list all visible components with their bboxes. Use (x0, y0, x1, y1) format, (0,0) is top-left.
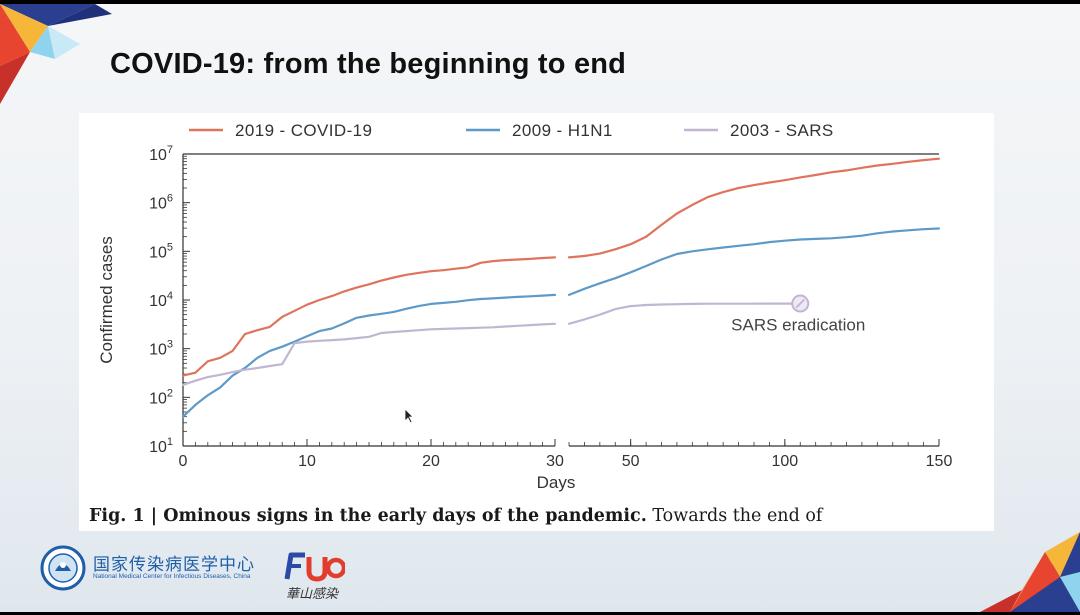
figure-caption-bold: Fig. 1 | Ominous signs in the early days… (89, 506, 647, 526)
series-line-1-segment-1 (181, 256, 557, 377)
slide-title: COVID-19: from the beginning to end (110, 48, 627, 80)
y-tick-label: 106 (149, 193, 173, 213)
corner-decoration-top-left (0, 4, 112, 104)
x-axis-label: Days (537, 473, 576, 492)
figure-caption: Fig. 1 | Ominous signs in the early days… (89, 506, 989, 526)
eradication-marker-slash (795, 298, 805, 309)
figure-caption-text: Towards the end of (646, 506, 823, 526)
legend-label-2: 2009 - H1N1 (512, 121, 613, 140)
nmc-name-chinese: 国家传染病医学中心 (93, 555, 255, 575)
series-line-2-segment-1 (181, 293, 557, 418)
x-tick-label: 30 (546, 453, 564, 470)
legend-label-1: 2019 - COVID-19 (235, 121, 372, 140)
corner-decoration-bottom-right (980, 532, 1080, 612)
x-tick-label: 0 (179, 453, 188, 470)
y-tick-label: 102 (149, 387, 173, 407)
fud-name-chinese: 華山感染 (286, 587, 339, 602)
y-tick-label: 104 (149, 290, 173, 310)
chart: 101 102 103 104 105 106 107 0 10 20 30 50 100 150 Days… (97, 121, 953, 492)
x-tick-label: 10 (298, 453, 316, 470)
y-tick-label: 105 (149, 241, 173, 261)
slide: COVID-19: from the beginning to end 101 1… (0, 4, 1080, 612)
x-tick-label: 100 (771, 453, 798, 470)
mouse-cursor-icon (404, 408, 414, 424)
fud-logo (284, 552, 345, 582)
series-line-3-segment-2 (567, 302, 802, 325)
series-line-2-segment-2 (567, 227, 941, 296)
y-axis-label: Confirmed cases (97, 236, 116, 364)
series-line-3-segment-1 (181, 322, 557, 386)
figure-card: 101 102 103 104 105 106 107 0 10 20 30 50 100 150 Days… (79, 113, 994, 531)
nmc-seal-logo (40, 545, 86, 591)
annotation-label: SARS eradication (731, 316, 865, 335)
nmc-name-english: National Medical Center for Infectious D… (93, 573, 251, 580)
x-tick-label: 150 (926, 453, 953, 470)
legend-label-3: 2003 - SARS (730, 121, 834, 140)
y-tick-label: 103 (149, 339, 173, 359)
logo-bar: 国家传染病医学中心 National Medical Center for In… (40, 545, 370, 605)
y-tick-label: 101 (149, 436, 173, 456)
y-tick-label: 107 (149, 144, 173, 164)
x-tick-label: 50 (622, 453, 640, 470)
x-tick-label: 20 (422, 453, 440, 470)
series-line-1-segment-2 (567, 157, 941, 259)
